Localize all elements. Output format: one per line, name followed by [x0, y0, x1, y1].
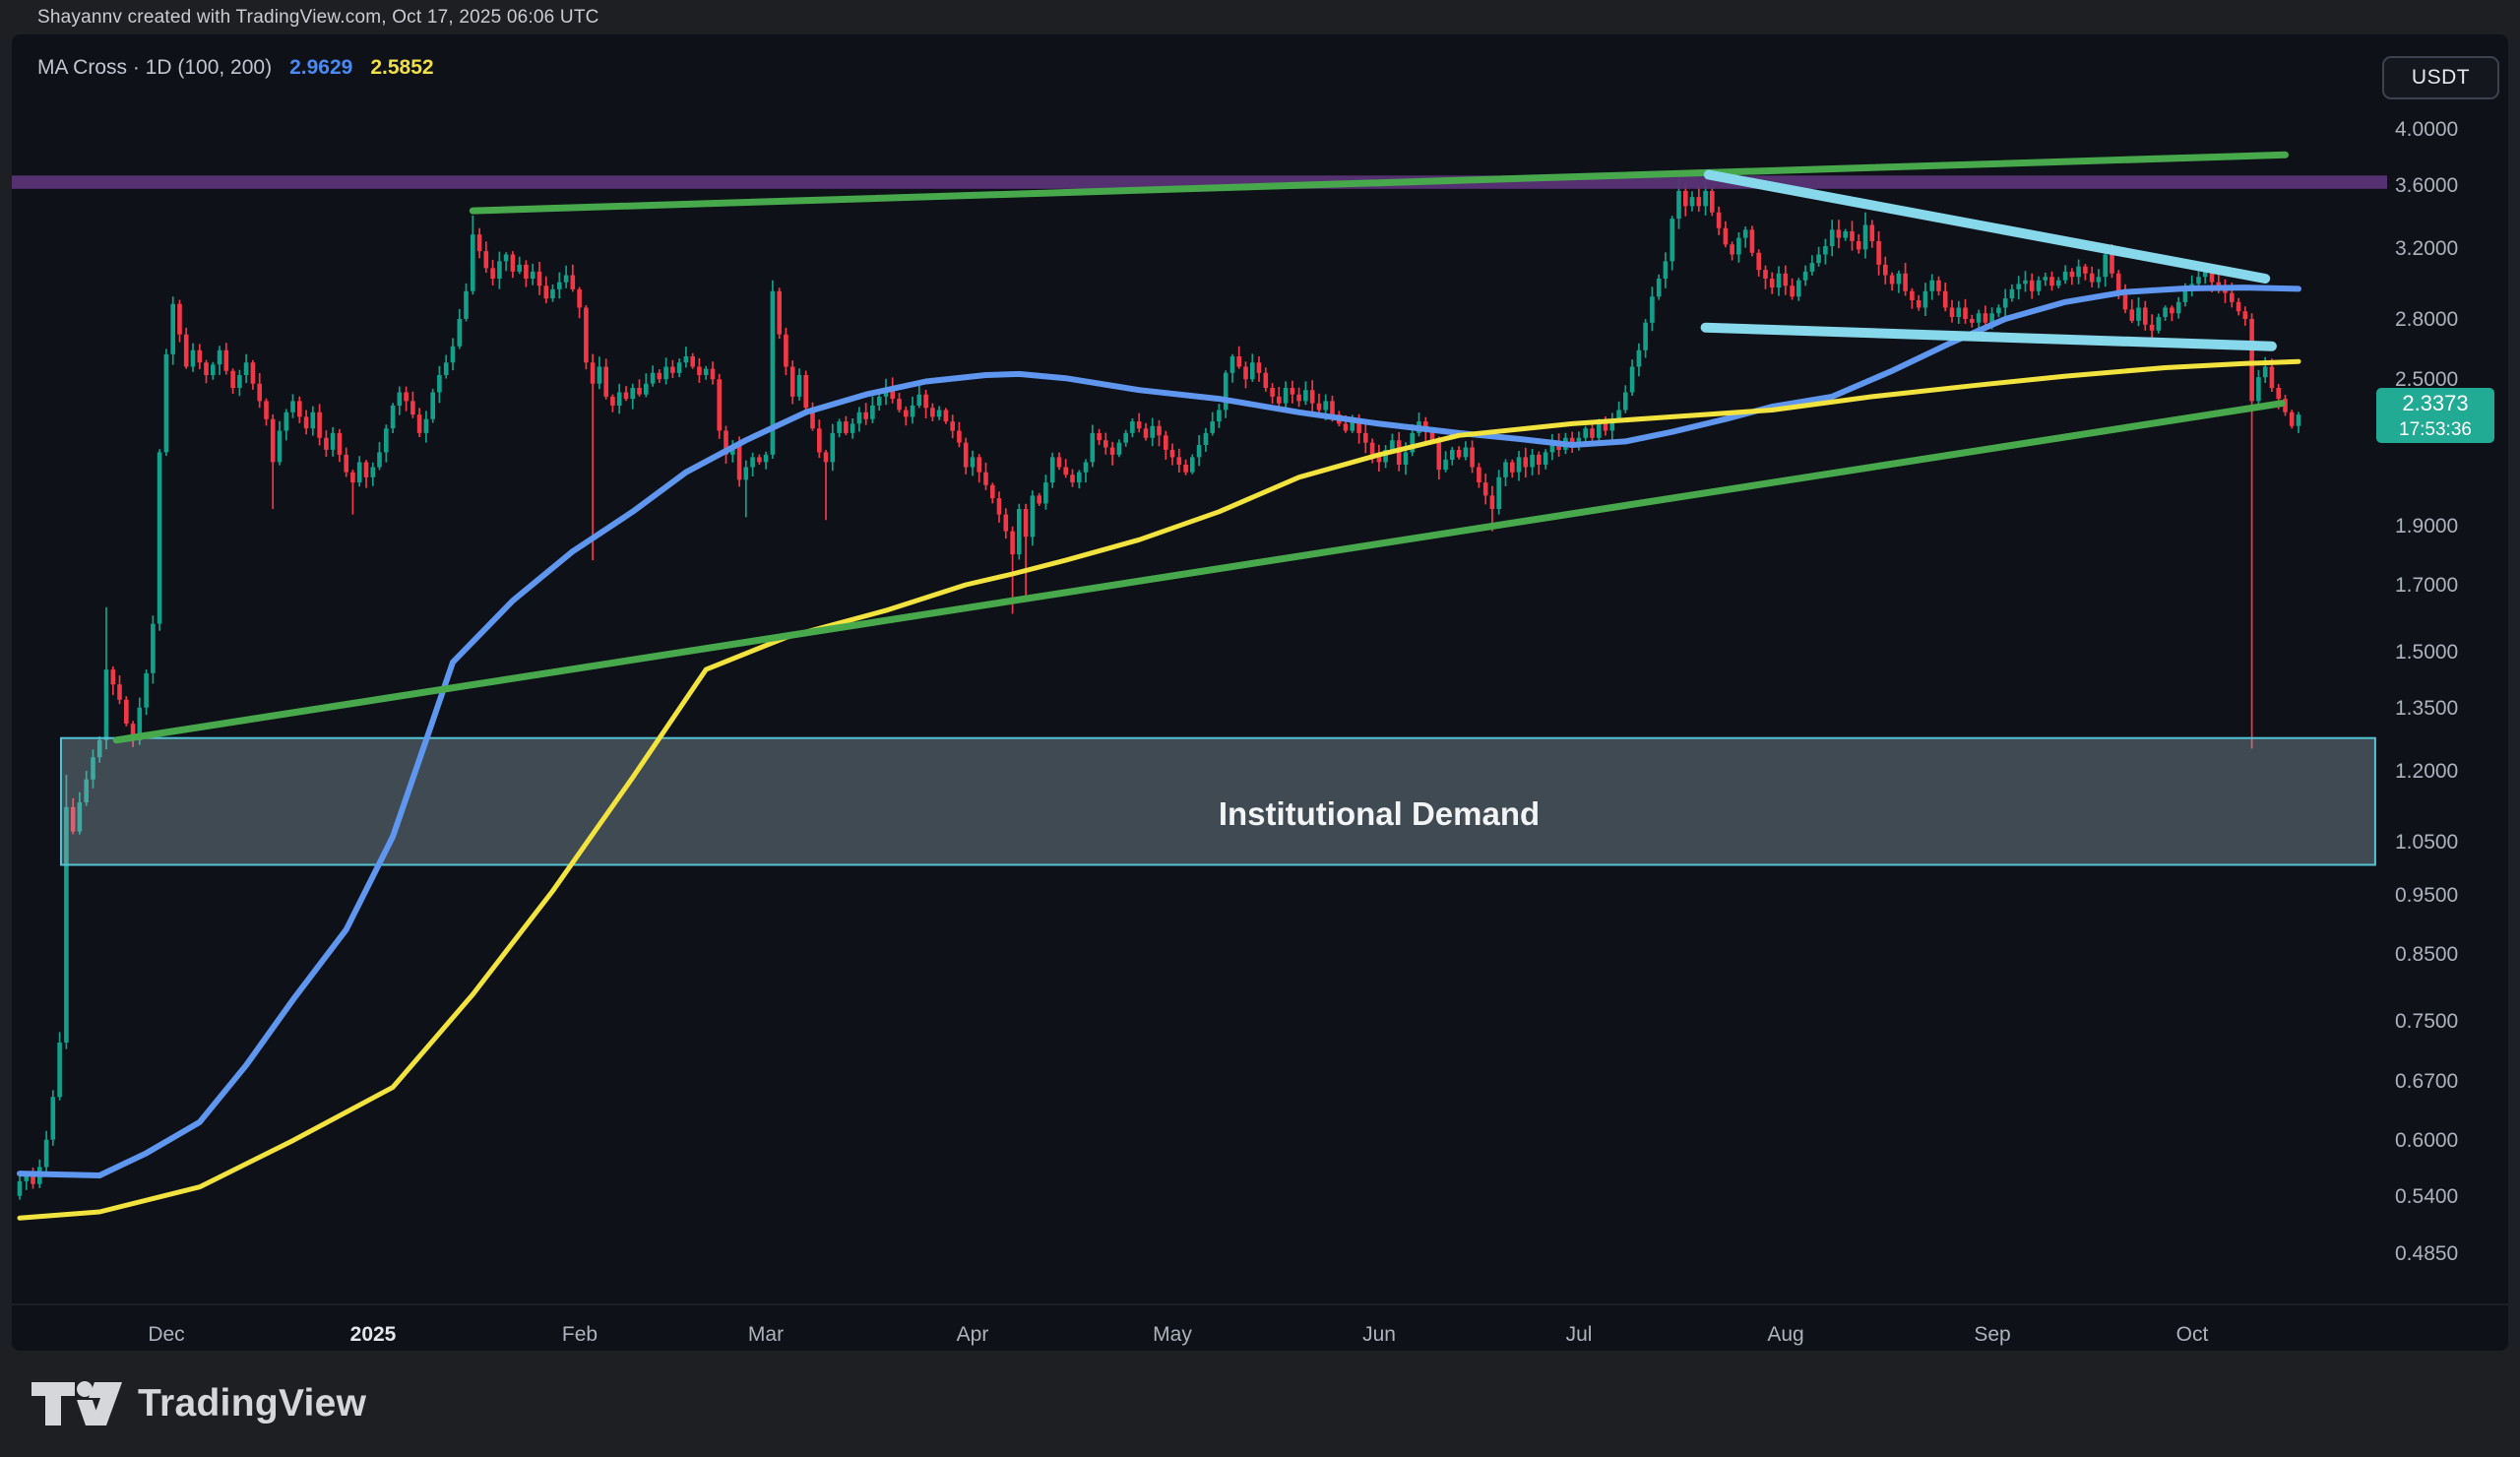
- svg-text:0.7500: 0.7500: [2395, 1010, 2458, 1033]
- symbol-badge[interactable]: USDT: [2382, 56, 2499, 99]
- last-price-label: 2.3373 17:53:36: [2376, 388, 2494, 443]
- svg-text:0.4850: 0.4850: [2395, 1242, 2458, 1265]
- tradingview-wordmark: TradingView: [138, 1382, 367, 1425]
- svg-text:Sep: Sep: [1974, 1323, 2010, 1346]
- svg-text:1.7000: 1.7000: [2395, 574, 2458, 597]
- tradingview-logo[interactable]: TradingView: [30, 1380, 366, 1427]
- ma100-value: 2.9629: [289, 56, 353, 79]
- svg-text:Dec: Dec: [148, 1323, 184, 1346]
- svg-text:2.3373: 2.3373: [2402, 391, 2468, 415]
- trendline-descending-resistance[interactable]: [1703, 169, 2271, 284]
- ma200-value: 2.5852: [370, 56, 434, 79]
- svg-text:Jul: Jul: [1566, 1323, 1593, 1346]
- svg-text:1.2000: 1.2000: [2395, 760, 2458, 783]
- ma100-line[interactable]: [17, 285, 2301, 1178]
- candlestick-series: [17, 176, 2301, 1200]
- time-axis[interactable]: Dec 2025 Feb Mar Apr May Jun Jul Aug Sep Oct: [148, 1323, 2208, 1346]
- svg-text:2.5000: 2.5000: [2395, 368, 2458, 391]
- svg-text:0.6000: 0.6000: [2395, 1129, 2458, 1152]
- attribution-text: Shayannv created with TradingView.com, O…: [37, 6, 599, 28]
- tradingview-logo-icon: [32, 1381, 122, 1425]
- svg-text:0.6700: 0.6700: [2395, 1070, 2458, 1093]
- svg-text:May: May: [1153, 1323, 1192, 1346]
- demand-zone[interactable]: Institutional Demand: [59, 736, 2376, 866]
- trendline-ascending-support[interactable]: [112, 400, 2286, 744]
- price-axis[interactable]: 4.0000 3.6000 3.2000 2.8000 2.5000 1.9000 1.70…: [2395, 118, 2458, 1265]
- trendline-horizontal-support[interactable]: [1700, 322, 2277, 351]
- svg-text:2.8000: 2.8000: [2395, 308, 2458, 331]
- svg-text:Jun: Jun: [1362, 1323, 1396, 1346]
- ma200-line[interactable]: [17, 358, 2301, 1221]
- svg-text:Apr: Apr: [957, 1323, 989, 1346]
- resistance-band[interactable]: [12, 175, 2387, 189]
- trendline-ascending-resistance[interactable]: [469, 151, 2289, 215]
- svg-text:1.5000: 1.5000: [2395, 641, 2458, 664]
- svg-text:3.6000: 3.6000: [2395, 174, 2458, 197]
- svg-text:4.0000: 4.0000: [2395, 118, 2458, 141]
- svg-text:Mar: Mar: [748, 1323, 784, 1346]
- footer-bar: TradingView: [0, 1351, 2520, 1457]
- svg-text:1.0500: 1.0500: [2395, 831, 2458, 854]
- svg-text:Feb: Feb: [562, 1323, 598, 1346]
- svg-text:17:53:36: 17:53:36: [2399, 419, 2472, 440]
- svg-text:0.9500: 0.9500: [2395, 884, 2458, 907]
- indicator-legend: MA Cross · 1D (100, 200) 2.9629 2.5852: [37, 56, 434, 80]
- svg-text:Aug: Aug: [1767, 1323, 1803, 1346]
- svg-text:0.5400: 0.5400: [2395, 1185, 2458, 1208]
- svg-text:3.2000: 3.2000: [2395, 237, 2458, 260]
- demand-zone-label: Institutional Demand: [1219, 795, 1540, 832]
- svg-text:2025: 2025: [350, 1323, 397, 1346]
- attribution-bar: Shayannv created with TradingView.com, O…: [0, 0, 2520, 34]
- svg-text:1.9000: 1.9000: [2395, 515, 2458, 538]
- svg-text:1.3500: 1.3500: [2395, 697, 2458, 720]
- indicator-title[interactable]: MA Cross · 1D (100, 200): [37, 56, 273, 79]
- svg-text:Oct: Oct: [2176, 1323, 2209, 1346]
- svg-text:0.8500: 0.8500: [2395, 943, 2458, 966]
